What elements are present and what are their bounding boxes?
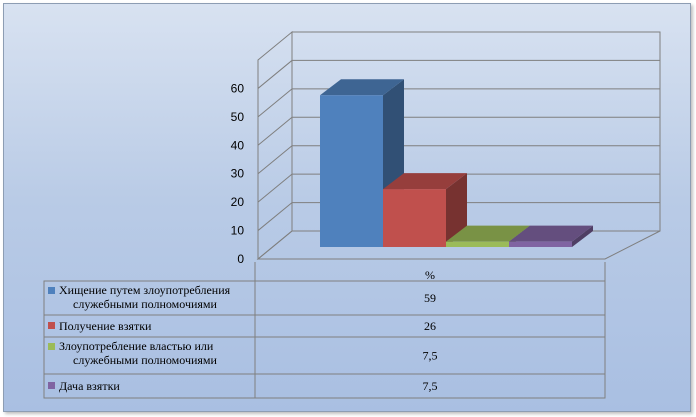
x-category-label: % <box>425 268 435 282</box>
y-tick-label: 0 <box>237 252 244 266</box>
bar-front <box>509 241 572 247</box>
legend-key <box>48 382 55 389</box>
bar <box>383 173 467 247</box>
series-name-label: Злоупотребление властью или <box>59 339 214 353</box>
bar-front <box>383 189 446 247</box>
legend-key <box>48 343 55 350</box>
gridline <box>257 173 660 203</box>
bar-top <box>446 225 530 242</box>
y-tick-label: 30 <box>231 167 245 181</box>
data-value-label: 26 <box>424 319 436 333</box>
data-value-label: 59 <box>424 291 436 305</box>
gridline <box>257 59 660 89</box>
legend-key <box>48 287 55 294</box>
bar-side <box>446 173 467 247</box>
series-name-label: Хищение путем злоупотребления <box>59 283 231 297</box>
gridline <box>257 145 660 175</box>
bar-top <box>509 225 593 242</box>
y-tick-label: 60 <box>231 81 245 95</box>
bar-top <box>383 173 467 190</box>
data-value-label: 7,5 <box>423 379 438 393</box>
legend-key <box>48 322 55 329</box>
gridline <box>257 88 660 118</box>
series-name-label: Дача взятки <box>59 379 120 393</box>
series-name-label: служебными полномочиями <box>73 353 218 367</box>
gridline <box>257 116 660 146</box>
data-value-label: 7,5 <box>423 349 438 363</box>
series-name-label: служебными полномочиями <box>73 297 218 311</box>
bar-side <box>572 225 593 247</box>
floor <box>256 230 661 260</box>
data-table-border <box>43 280 606 399</box>
gridline <box>257 202 660 231</box>
series-name-label: Получение взятки <box>59 319 152 333</box>
y-tick-label: 20 <box>231 195 245 209</box>
y-tick-label: 50 <box>231 110 245 124</box>
bar-front <box>320 95 383 248</box>
y-tick-label: 40 <box>231 138 245 152</box>
y-tick-label: 10 <box>231 224 245 238</box>
side-wall <box>257 30 293 261</box>
bar <box>509 225 593 247</box>
bar-top <box>320 79 404 96</box>
bar-front <box>446 241 509 247</box>
